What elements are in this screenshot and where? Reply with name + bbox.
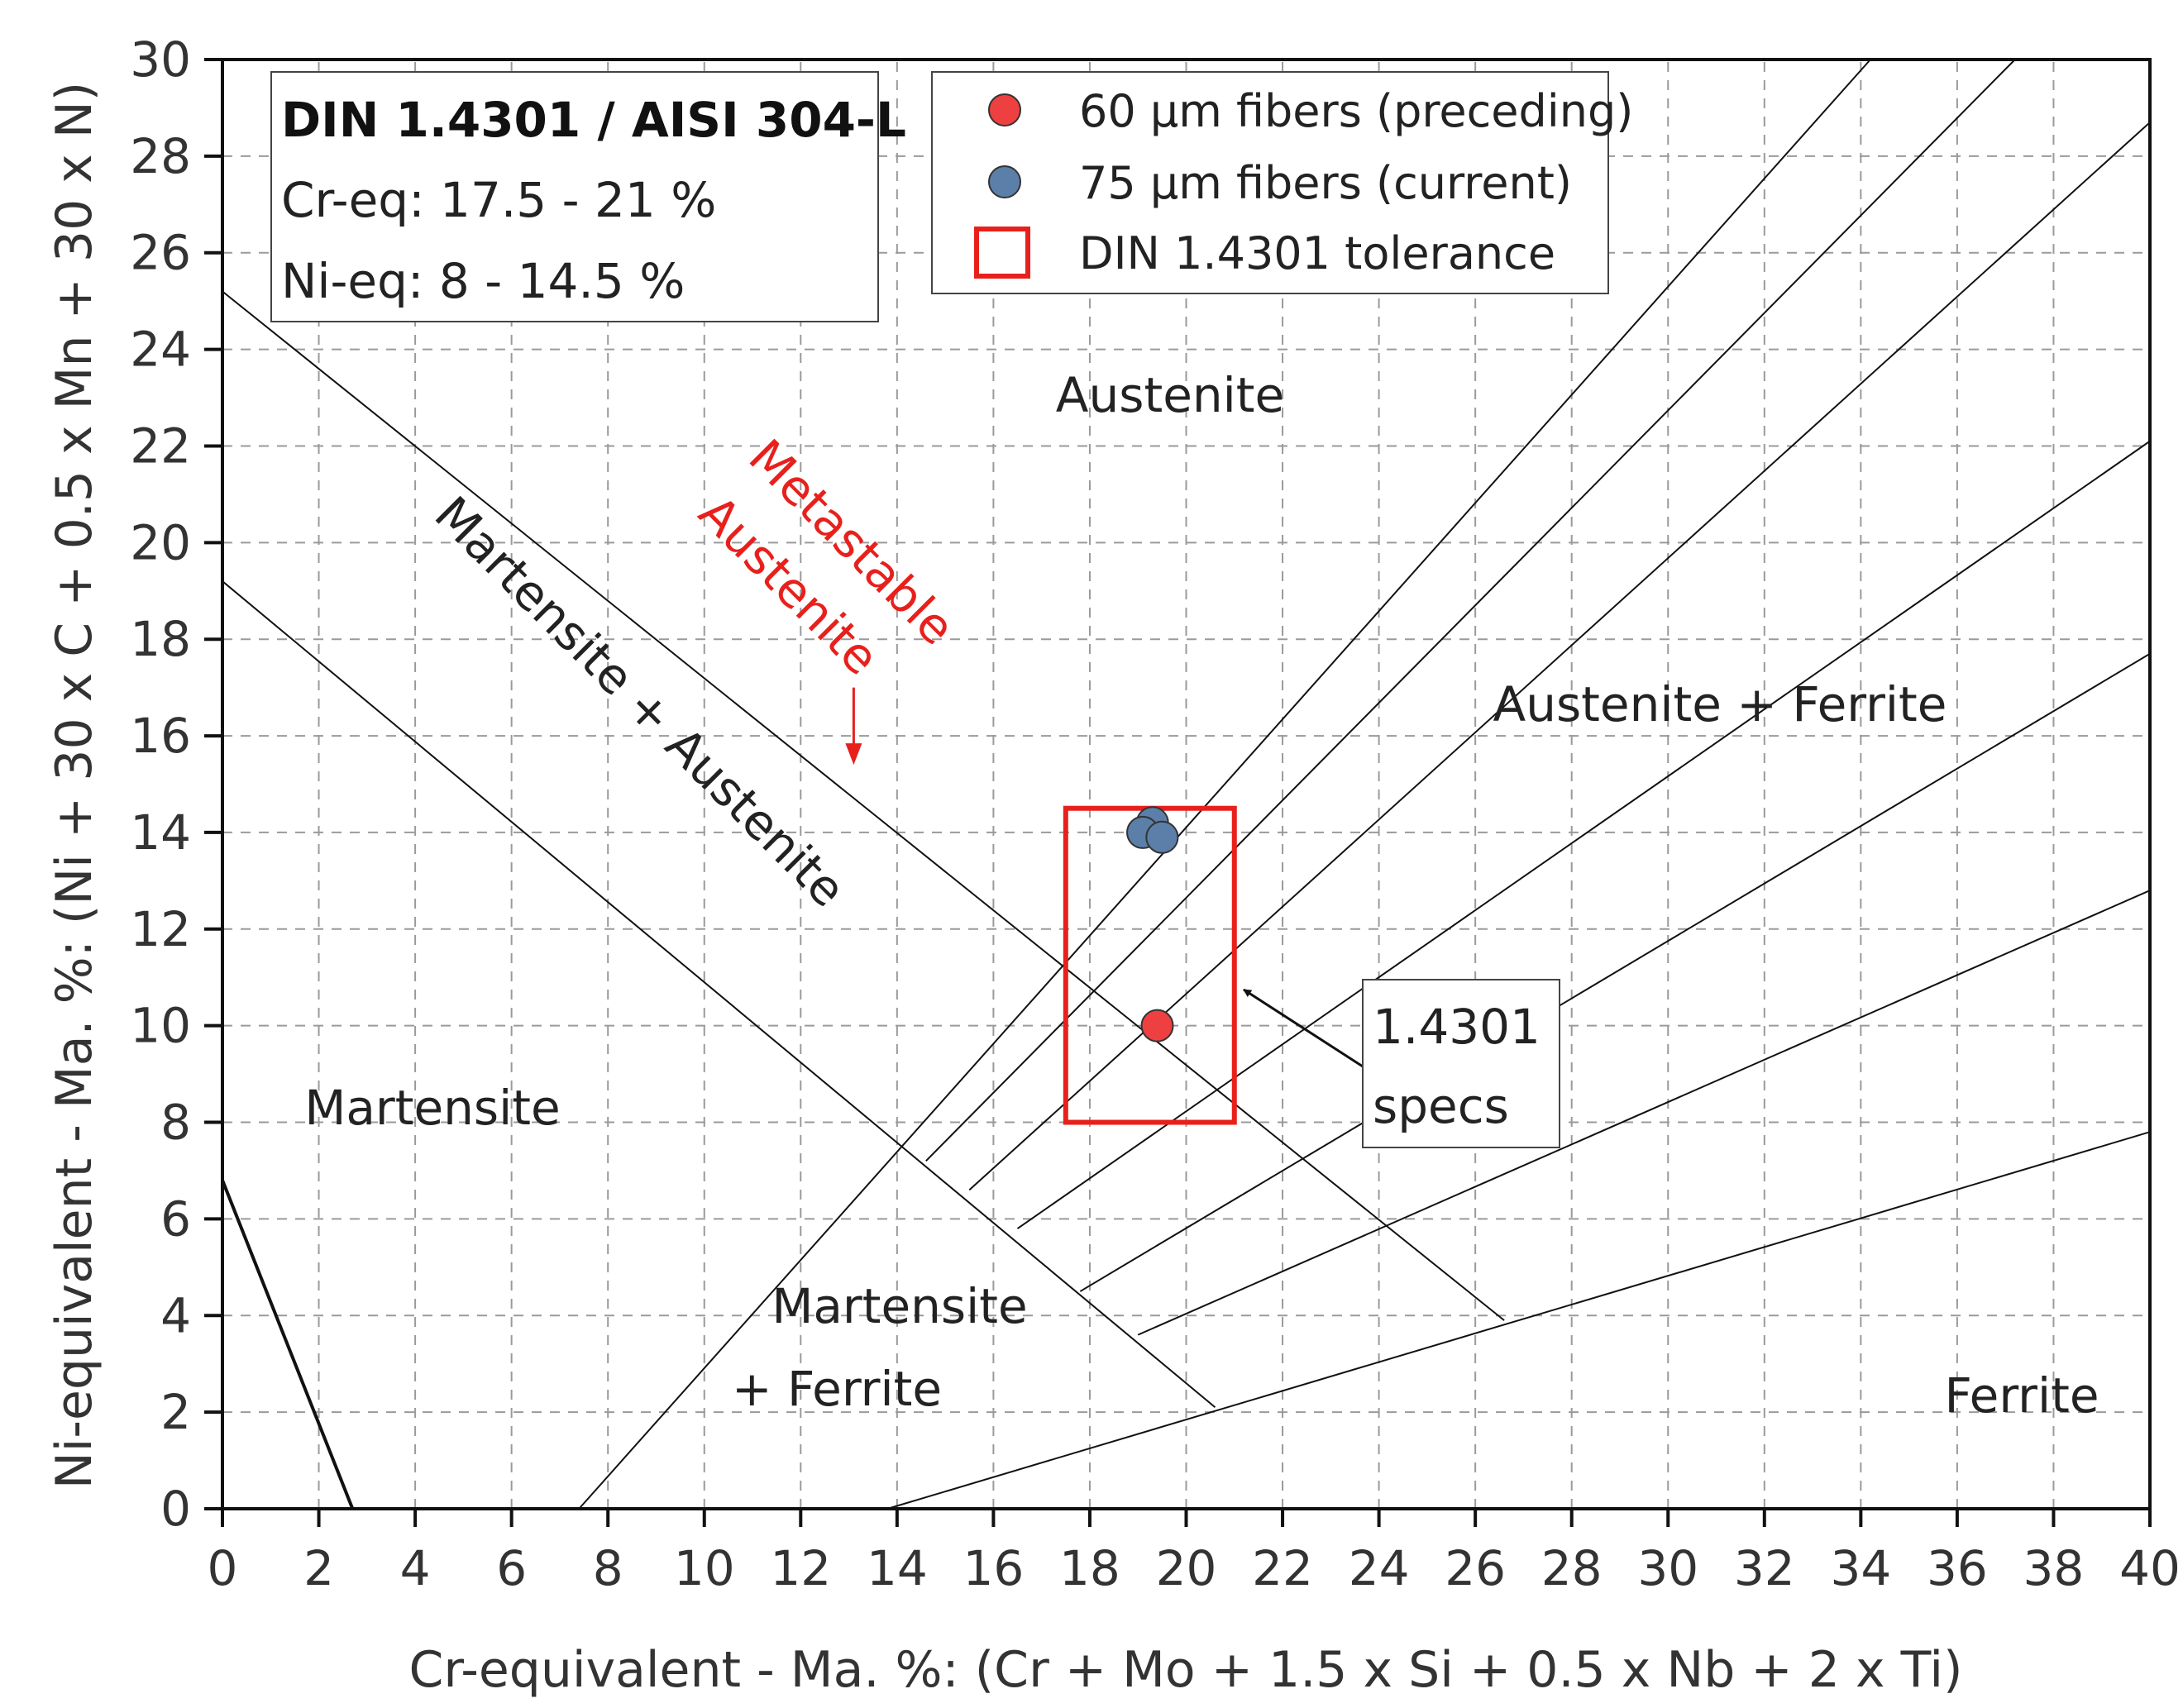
region-label-martensite-ferrite-line2: + Ferrite — [732, 1361, 942, 1417]
specs-annotation-line2: specs — [1373, 1078, 1509, 1134]
y-tick-label: 24 — [130, 322, 191, 378]
specs-annotation-box — [1362, 979, 1560, 1148]
y-tick-label: 20 — [130, 514, 191, 570]
legend-marker-current — [988, 165, 1021, 198]
x-tick-label: 38 — [2023, 1540, 2085, 1596]
info-box-cr-range: Cr-eq: 17.5 - 21 % — [281, 172, 716, 228]
x-tick-label: 2 — [303, 1540, 334, 1596]
metastable-arrowhead — [845, 743, 862, 766]
data-point-preceding — [1140, 1009, 1174, 1042]
y-tick-label: 4 — [160, 1287, 191, 1343]
x-tick-label: 34 — [1830, 1540, 1891, 1596]
grid-lines — [222, 60, 2150, 1509]
x-tick-label: 18 — [1059, 1540, 1120, 1596]
x-tick-label: 32 — [1734, 1540, 1795, 1596]
y-axis-title: Ni-equivalent - Ma. %: (Ni + 30 x C + 0.… — [45, 82, 103, 1489]
phase-boundary-line — [1079, 652, 2151, 1292]
legend-marker-preceding — [988, 93, 1021, 126]
specs-arrow — [1243, 988, 1364, 1068]
phase-boundary-line — [221, 1179, 355, 1510]
x-tick-label: 6 — [496, 1540, 527, 1596]
x-tick-label: 12 — [770, 1540, 831, 1596]
x-tick-label: 22 — [1252, 1540, 1313, 1596]
x-tick-label: 20 — [1156, 1540, 1217, 1596]
legend-label-current: 75 µm fibers (current) — [1079, 157, 1572, 209]
legend-label-tolerance: DIN 1.4301 tolerance — [1079, 227, 1555, 279]
y-tick-label: 12 — [130, 901, 191, 957]
info-box — [270, 71, 879, 322]
y-tick-label: 0 — [160, 1481, 191, 1537]
x-axis-ticks: 0 2 4 6 8 10 12 14 16 18 20 22 24 26 28 30 32 34 36 38 40 — [208, 1509, 2181, 1596]
phase-boundary-line — [1016, 440, 2151, 1229]
phase-boundary-line — [925, 59, 2016, 1162]
x-tick-label: 30 — [1637, 1540, 1698, 1596]
phase-boundary-line — [222, 580, 1216, 1409]
x-tick-label: 4 — [400, 1540, 431, 1596]
x-tick-label: 24 — [1349, 1540, 1410, 1596]
x-tick-label: 0 — [208, 1540, 238, 1596]
phase-boundary-line — [886, 1131, 2151, 1510]
x-tick-label: 36 — [1927, 1540, 1988, 1596]
x-tick-label: 14 — [867, 1540, 928, 1596]
region-label-austenite: Austenite — [1056, 367, 1284, 423]
y-tick-label: 26 — [130, 225, 191, 281]
info-box-ni-range: Ni-eq: 8 - 14.5 % — [281, 253, 685, 309]
data-point-current — [1145, 820, 1179, 854]
y-tick-label: 14 — [130, 804, 191, 861]
legend-marker-tolerance — [974, 227, 1030, 279]
y-tick-label: 22 — [130, 417, 191, 474]
y-tick-label: 18 — [130, 611, 191, 667]
y-tick-label: 6 — [160, 1190, 191, 1247]
legend-box — [931, 71, 1609, 294]
y-tick-label: 10 — [130, 998, 191, 1054]
region-label-ferrite: Ferrite — [1944, 1367, 2099, 1424]
x-tick-label: 28 — [1541, 1540, 1603, 1596]
data-points — [1126, 806, 1179, 1042]
x-tick-label: 10 — [674, 1540, 735, 1596]
specs-annotation-line1: 1.4301 — [1373, 999, 1541, 1055]
region-label-martensite: Martensite — [304, 1080, 560, 1136]
x-tick-label: 16 — [963, 1540, 1024, 1596]
y-tick-label: 16 — [130, 708, 191, 764]
phase-boundary-line — [1137, 890, 2151, 1336]
y-tick-label: 30 — [130, 31, 191, 88]
region-label-martensite-ferrite-line1: Martensite — [771, 1278, 1027, 1334]
region-label-austenite-ferrite: Austenite + Ferrite — [1493, 676, 1947, 732]
phase-boundary-line — [578, 59, 1871, 1510]
phase-boundary-line — [222, 290, 1505, 1321]
x-axis-title: Cr-equivalent - Ma. %: (Cr + Mo + 1.5 x … — [409, 1641, 1963, 1699]
x-tick-label: 26 — [1445, 1540, 1506, 1596]
y-tick-label: 8 — [160, 1095, 191, 1151]
x-tick-label: 40 — [2119, 1540, 2181, 1596]
x-tick-label: 8 — [593, 1540, 623, 1596]
info-box-title: DIN 1.4301 / AISI 304-L — [281, 92, 906, 148]
y-tick-label: 2 — [160, 1384, 191, 1440]
legend-label-preceding: 60 µm fibers (preceding) — [1079, 85, 1633, 137]
y-tick-label: 28 — [130, 128, 191, 184]
